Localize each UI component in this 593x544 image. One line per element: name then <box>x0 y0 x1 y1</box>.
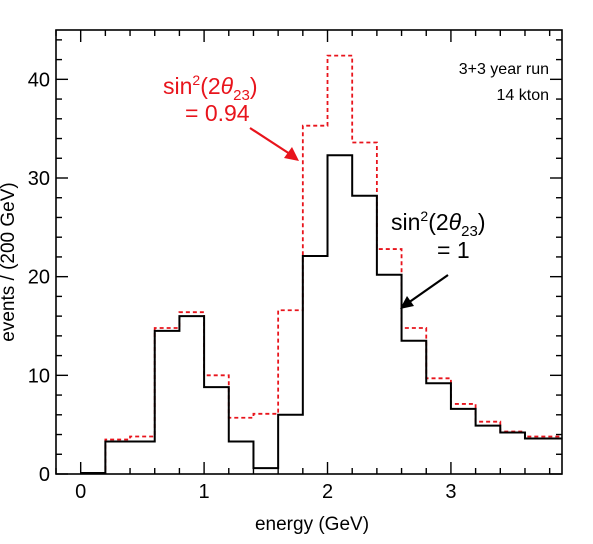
y-tick-label: 0 <box>39 464 50 486</box>
x-tick-label: 1 <box>199 481 210 503</box>
x-tick-label: 2 <box>322 481 333 503</box>
red-arrowhead <box>284 147 299 161</box>
y-tick-label: 30 <box>28 168 50 190</box>
x-tick-label: 3 <box>445 481 456 503</box>
red-annotation-formula: sin2(2θ23) <box>163 72 258 104</box>
series-layer <box>80 54 562 475</box>
dashed-red-histogram-line <box>80 54 562 474</box>
black-annotation-value: = 1 <box>437 237 470 263</box>
detector-mass-note: 14 kton <box>497 87 549 104</box>
y-axis-label: events / (200 GeV) <box>0 182 19 341</box>
y-tick-label: 10 <box>28 365 50 387</box>
black-annotation-arrow <box>407 274 449 304</box>
solid-black-histogram-line <box>80 154 562 475</box>
red-annotation-value: = 0.94 <box>185 100 250 126</box>
y-tick-label: 20 <box>28 267 50 289</box>
x-axis-label: energy (GeV) <box>255 514 369 535</box>
run-duration-note: 3+3 year run <box>459 61 549 78</box>
plot-frame <box>55 29 563 475</box>
black-arrowhead <box>400 296 414 309</box>
y-tick-label: 40 <box>28 69 50 91</box>
black-annotation-formula: sin2(2θ23) <box>391 208 486 240</box>
axis-layer: 0 10 20 30 40 0 1 2 3 <box>28 29 563 503</box>
x-tick-label: 0 <box>75 481 86 503</box>
red-annotation-arrow <box>249 127 294 157</box>
